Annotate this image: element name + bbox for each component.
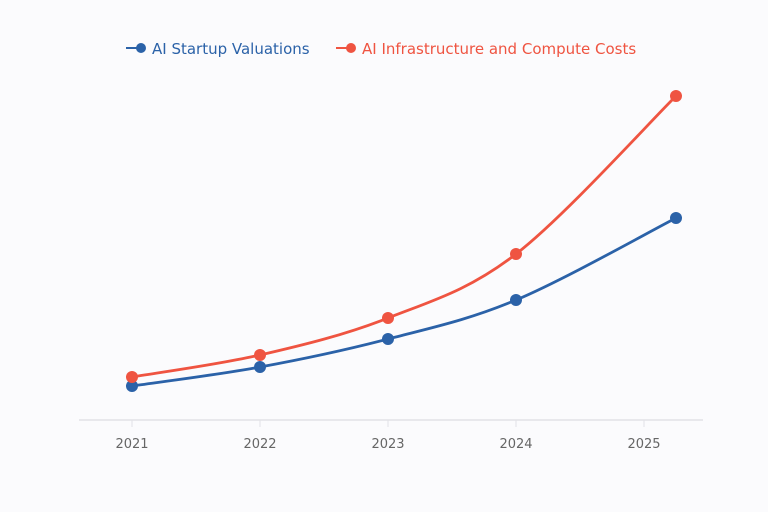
series-line-0 — [131, 216, 677, 388]
legend-marker-icon — [346, 43, 356, 53]
series-group — [126, 90, 682, 392]
x-tick-label: 2025 — [627, 437, 660, 452]
data-point[interactable] — [382, 312, 394, 324]
series-line-1 — [131, 95, 677, 379]
x-tick-label: 2022 — [243, 437, 276, 452]
legend-marker-icon — [136, 43, 146, 53]
data-point[interactable] — [670, 212, 682, 224]
data-point[interactable] — [670, 90, 682, 102]
data-point[interactable] — [382, 333, 394, 345]
legend-label: AI Startup Valuations — [152, 40, 310, 58]
x-tick-label: 2023 — [371, 437, 404, 452]
data-point[interactable] — [126, 380, 138, 392]
x-tick-label: 2024 — [499, 437, 532, 452]
x-tick-label: 2021 — [115, 437, 148, 452]
data-point[interactable] — [254, 361, 266, 373]
legend: AI Startup Valuations AI Infrastructure … — [126, 40, 636, 58]
legend-item-valuations[interactable]: AI Startup Valuations — [126, 40, 310, 58]
data-point[interactable] — [126, 371, 138, 383]
legend-label: AI Infrastructure and Compute Costs — [362, 40, 636, 58]
data-point[interactable] — [254, 349, 266, 361]
data-point[interactable] — [510, 294, 522, 306]
x-axis-ticks: 2021 2022 2023 2024 2025 — [115, 420, 661, 452]
legend-item-costs[interactable]: AI Infrastructure and Compute Costs — [336, 40, 636, 58]
data-point[interactable] — [510, 248, 522, 260]
